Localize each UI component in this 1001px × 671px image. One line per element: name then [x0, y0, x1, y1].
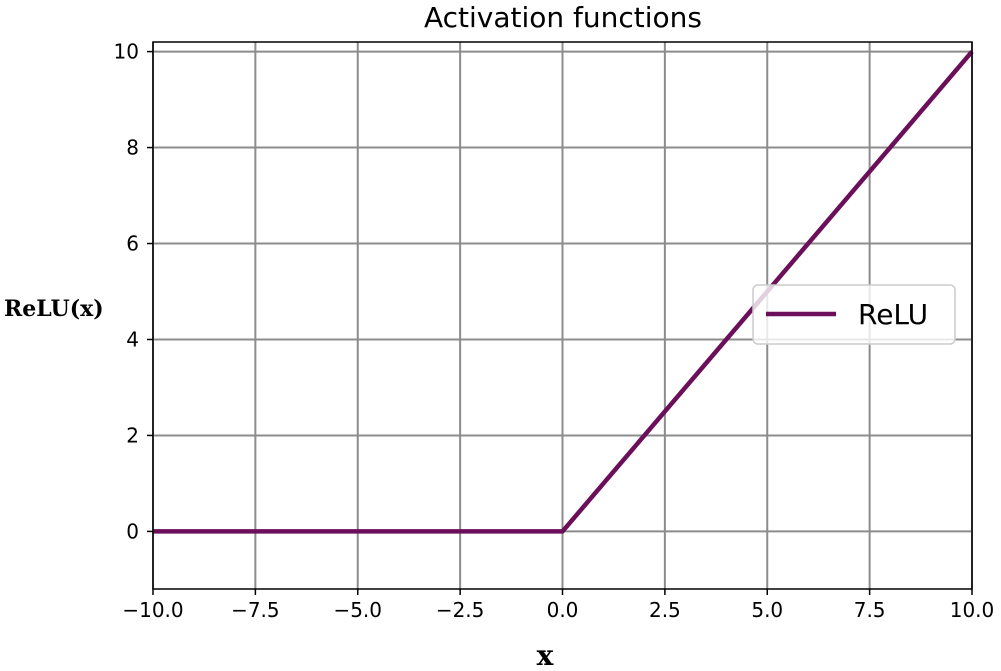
x-tick-label: 10.0	[950, 598, 995, 622]
y-tick-label: 0	[126, 519, 139, 543]
y-tick-label: 2	[126, 423, 139, 447]
y-tick-label: 8	[126, 136, 139, 160]
x-tick-label: −2.5	[436, 598, 485, 622]
x-tick-label: 0.0	[547, 598, 579, 622]
legend: ReLU	[752, 284, 956, 345]
y-tick-label: 4	[126, 327, 139, 351]
y-axis-label: ReLU(x)	[4, 296, 104, 322]
x-tick-label: 5.0	[751, 598, 783, 622]
x-axis-label: x	[537, 639, 554, 671]
x-axis-ticks: −10.0 −7.5 −5.0 −2.5 0.0 2.5 5.0 7.5 10.0	[122, 589, 994, 622]
chart-title: Activation functions	[424, 1, 702, 34]
y-axis-ticks: 0 2 4 6 8 10	[114, 40, 153, 543]
y-tick-label: 10	[114, 40, 139, 64]
legend-box	[752, 284, 956, 345]
y-tick-label: 6	[126, 232, 139, 256]
x-tick-label: 7.5	[854, 598, 886, 622]
x-tick-label: 2.5	[649, 598, 681, 622]
x-tick-label: −10.0	[122, 598, 183, 622]
x-tick-label: −5.0	[333, 598, 382, 622]
x-tick-label: −7.5	[231, 598, 280, 622]
series-layer	[153, 50, 974, 534]
series-line-relu	[153, 50, 974, 534]
legend-label-relu: ReLU	[858, 298, 928, 331]
